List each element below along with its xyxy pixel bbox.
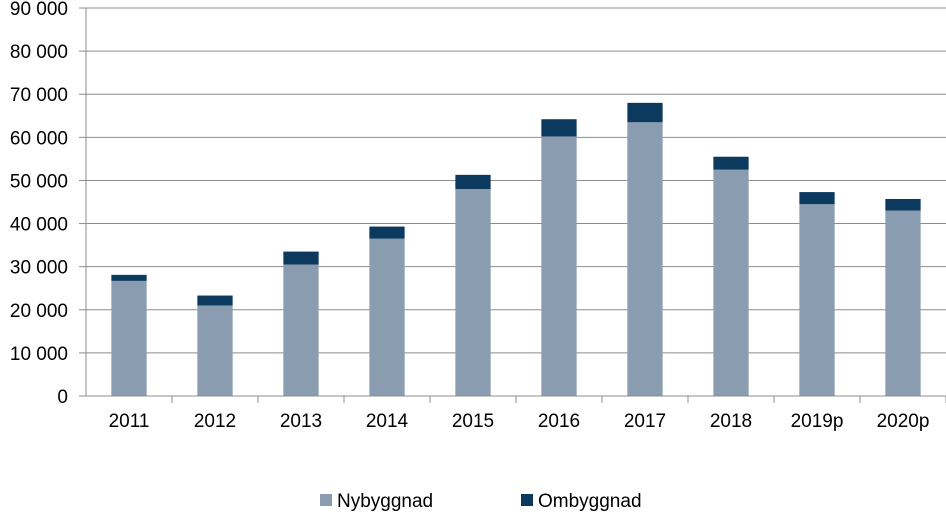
bar-nybyggnad-2012	[197, 305, 233, 396]
bar-nybyggnad-2017	[627, 122, 663, 396]
bars	[111, 102, 921, 396]
bar-ombyggnad-2020p	[885, 198, 921, 211]
y-tick-label: 60 000	[10, 128, 68, 149]
bar-ombyggnad-2015	[455, 174, 491, 190]
bar-ombyggnad-2013	[283, 251, 319, 265]
bar-nybyggnad-2011	[111, 280, 147, 396]
bar-ombyggnad-2012	[197, 295, 233, 306]
legend-label-ombyggnad: Ombyggnad	[538, 491, 642, 512]
x-tick-label: 2012	[194, 411, 236, 432]
bar-nybyggnad-2016	[541, 136, 577, 396]
x-axis-tick-labels: 2011 2012 2013 2014 2015 2016 2017 2018 2019p 202…	[109, 411, 930, 432]
bar-ombyggnad-2017	[627, 102, 663, 123]
y-tick-label: 50 000	[10, 171, 68, 192]
legend-swatch-nybyggnad	[320, 494, 332, 506]
x-tick-label: 2013	[280, 411, 322, 432]
x-tick-label: 2016	[538, 411, 580, 432]
y-tick-label: 90 000	[10, 0, 68, 20]
x-tick-label: 2017	[624, 411, 666, 432]
bar-nybyggnad-2013	[283, 264, 319, 396]
bar-nybyggnad-2020p	[885, 210, 921, 396]
legend: Nybyggnad Ombyggnad	[320, 491, 642, 512]
legend-label-nybyggnad: Nybyggnad	[337, 491, 433, 512]
y-tick-label: 20 000	[10, 301, 68, 322]
y-tick-label: 30 000	[10, 258, 68, 279]
y-tick-label: 70 000	[10, 85, 68, 106]
bar-ombyggnad-2018	[713, 156, 749, 170]
bar-ombyggnad-2011	[111, 274, 147, 281]
y-tick-label: 40 000	[10, 215, 68, 236]
bar-nybyggnad-2019p	[799, 204, 835, 396]
x-tick-label: 2014	[366, 411, 409, 432]
bar-nybyggnad-2018	[713, 169, 749, 396]
x-tick-label: 2018	[710, 411, 752, 432]
x-tick-label: 2020p	[877, 411, 930, 432]
bar-ombyggnad-2019p	[799, 192, 835, 205]
y-tick-label: 80 000	[10, 42, 68, 63]
x-tick-label: 2011	[109, 411, 150, 432]
bar-nybyggnad-2014	[369, 238, 405, 396]
y-tick-label: 0	[57, 387, 68, 408]
x-tick-label: 2015	[452, 411, 494, 432]
y-tick-label: 10 000	[10, 344, 68, 365]
y-axis-tick-labels: 0 10 000 20 000 30 000 40 000 50 000 60 000 70 …	[10, 0, 68, 408]
x-tick-label: 2019p	[791, 411, 844, 432]
bar-nybyggnad-2015	[455, 189, 491, 396]
axes	[79, 7, 946, 403]
bar-ombyggnad-2016	[541, 119, 577, 137]
legend-swatch-ombyggnad	[521, 494, 533, 506]
bar-ombyggnad-2014	[369, 226, 405, 239]
